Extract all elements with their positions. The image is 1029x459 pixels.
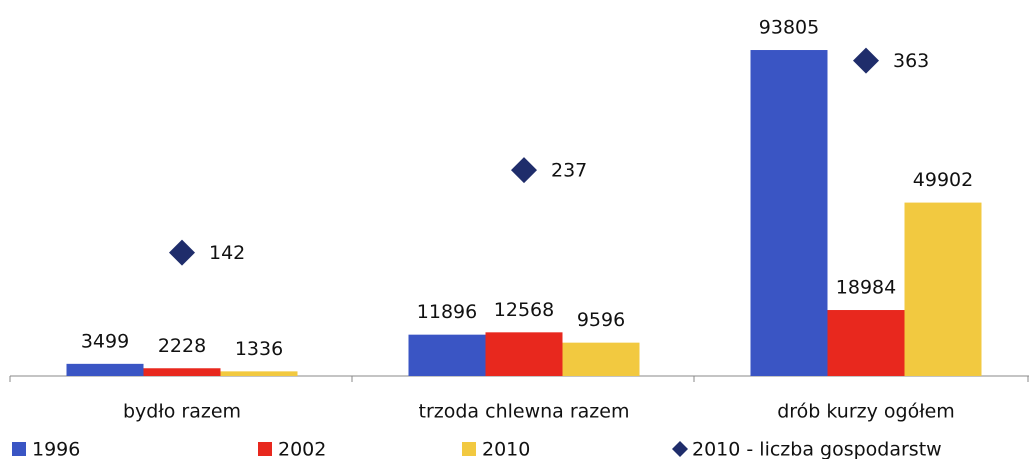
legend-marker	[258, 442, 272, 456]
bar	[220, 371, 298, 376]
data-label: 363	[893, 50, 929, 72]
legend-label: 2010 - liczba gospodarstw	[692, 439, 942, 459]
data-label: 93805	[759, 17, 819, 39]
legend-marker	[12, 442, 26, 456]
x-tick-label: bydło razem	[123, 401, 241, 423]
diamond-marker	[511, 157, 537, 184]
bar	[66, 363, 144, 376]
bar	[562, 342, 640, 376]
data-label: 18984	[836, 277, 896, 299]
data-label: 9596	[577, 309, 625, 331]
diamond-marker	[853, 47, 879, 74]
x-tick-label: trzoda chlewna razem	[419, 401, 630, 423]
data-label: 11896	[417, 301, 477, 323]
bar	[827, 310, 905, 376]
data-label: 3499	[81, 330, 129, 352]
bar	[750, 50, 828, 377]
diamond-marker	[169, 239, 195, 266]
legend-label: 2002	[278, 439, 326, 459]
bar	[408, 334, 486, 376]
legend-label: 1996	[32, 439, 80, 459]
legend-marker	[462, 442, 476, 456]
legend-marker	[672, 441, 688, 457]
bar	[485, 332, 563, 376]
data-label: 237	[551, 160, 587, 182]
bar	[143, 368, 221, 376]
data-label: 49902	[913, 169, 973, 191]
data-label: 2228	[158, 335, 206, 357]
legend-label: 2010	[482, 439, 530, 459]
x-tick-label: drób kurzy ogółem	[777, 401, 955, 423]
bar	[904, 202, 982, 376]
data-label: 1336	[235, 338, 283, 360]
data-label: 12568	[494, 299, 554, 321]
data-label: 142	[209, 242, 245, 264]
